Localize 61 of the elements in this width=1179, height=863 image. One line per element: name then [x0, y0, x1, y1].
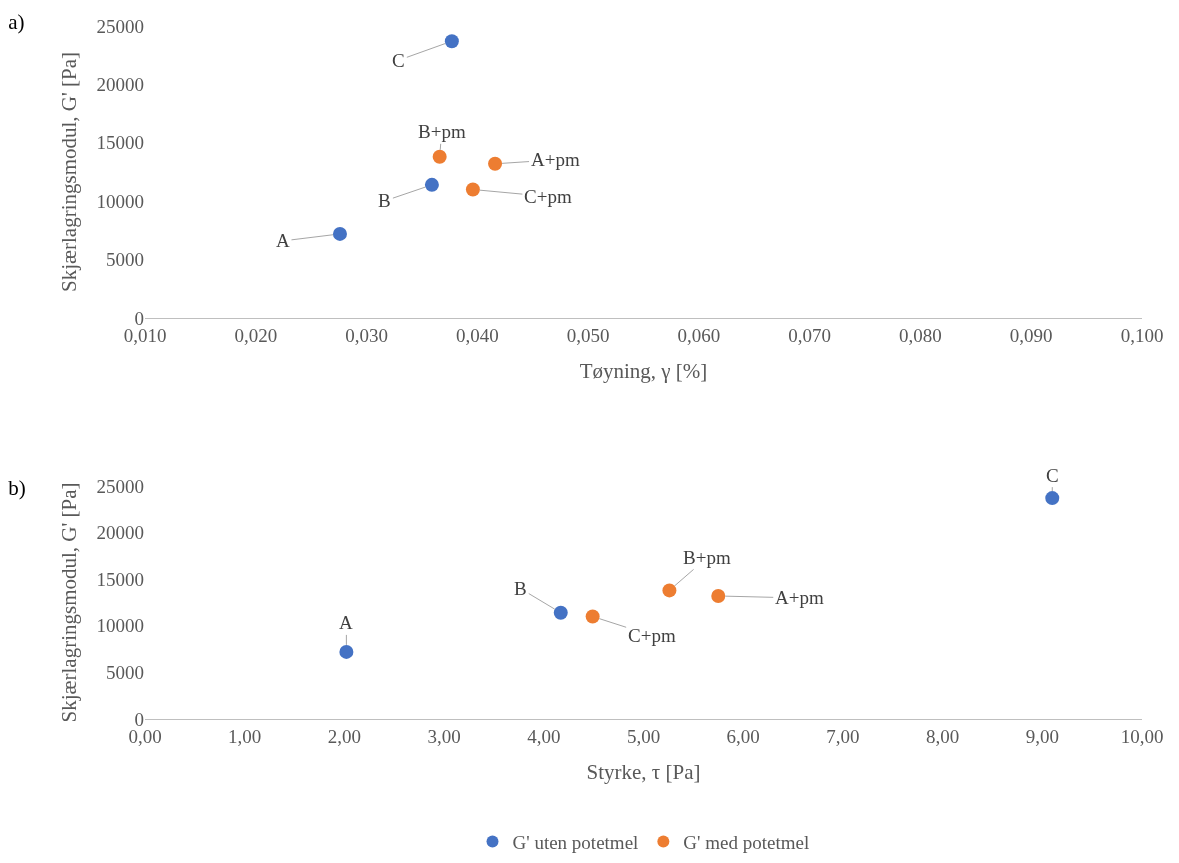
- point: [432, 149, 447, 164]
- y-axis-title: Skjærlagringsmodul, G' [Pa]: [56, 482, 81, 723]
- y-tick-label: 10000: [96, 615, 144, 637]
- y-tick-label: 10000: [96, 190, 144, 212]
- x-tick-label: 3,00: [427, 725, 461, 747]
- y-tick-label: 5000: [106, 249, 144, 271]
- legend-label: G' uten potetmel: [512, 831, 639, 853]
- point: [339, 644, 354, 659]
- point: [662, 583, 677, 598]
- annotation: C: [392, 50, 405, 71]
- annotation: A+pm: [531, 149, 580, 170]
- x-tick-label: 0,090: [1009, 324, 1053, 346]
- y-tick-label: 20000: [96, 74, 144, 96]
- x-tick-label: 6,00: [726, 725, 760, 747]
- y-axis-title: Skjærlagringsmodul, G' [Pa]: [56, 51, 81, 293]
- x-tick-label: 5,00: [626, 725, 661, 747]
- x-tick-label: 2,00: [327, 725, 362, 747]
- point: [488, 156, 503, 171]
- x-tick-label: 0,100: [1120, 324, 1164, 346]
- x-tick-label: 0,030: [345, 324, 388, 346]
- chart-title: a): [8, 10, 25, 35]
- y-tick-label: 15000: [96, 568, 144, 590]
- x-tick-label: 0,050: [566, 324, 610, 346]
- point: [424, 177, 439, 192]
- y-tick-label: 5000: [106, 662, 144, 684]
- x-tick-label: 4,00: [527, 725, 561, 747]
- point: [1045, 491, 1060, 506]
- annotation: B+pm: [418, 121, 466, 142]
- annotation: B+pm: [683, 547, 731, 568]
- x-tick-label: 0,040: [455, 324, 499, 346]
- legend-label: G' med potetmel: [683, 831, 810, 853]
- x-tick-label: 0,020: [234, 324, 278, 346]
- x-tick-label: 0,070: [788, 324, 832, 346]
- annotation: A: [276, 230, 290, 251]
- x-axis-title: Styrke, τ [Pa]: [586, 760, 701, 784]
- y-tick-label: 15000: [96, 132, 144, 154]
- annotation: B: [514, 578, 527, 599]
- annotation: C+pm: [524, 186, 572, 207]
- x-tick-label: 0,080: [899, 324, 942, 346]
- y-tick-label: 20000: [96, 522, 144, 544]
- annotation: C+pm: [628, 625, 676, 646]
- point: [332, 226, 347, 241]
- point: [444, 34, 459, 49]
- annotation: C: [1046, 465, 1059, 486]
- annotation: A: [339, 612, 353, 633]
- x-tick-label: 1,00: [228, 725, 262, 747]
- x-tick-label: 9,00: [1025, 725, 1059, 747]
- chart-title: b): [8, 476, 26, 501]
- x-tick-label: 8,00: [925, 725, 960, 747]
- x-tick-label: 0,060: [677, 324, 721, 346]
- y-tick-label: 25000: [96, 475, 144, 497]
- annotation: B: [378, 190, 391, 211]
- annotation: A+pm: [775, 587, 824, 608]
- point: [585, 609, 600, 624]
- x-tick-label: 10,00: [1120, 725, 1164, 747]
- point: [553, 605, 568, 620]
- y-tick-label: 25000: [96, 15, 144, 37]
- point: [711, 588, 726, 603]
- x-axis-title: Tøyning, γ [%]: [579, 359, 708, 383]
- x-tick-label: 7,00: [826, 725, 860, 747]
- point: [465, 182, 480, 197]
